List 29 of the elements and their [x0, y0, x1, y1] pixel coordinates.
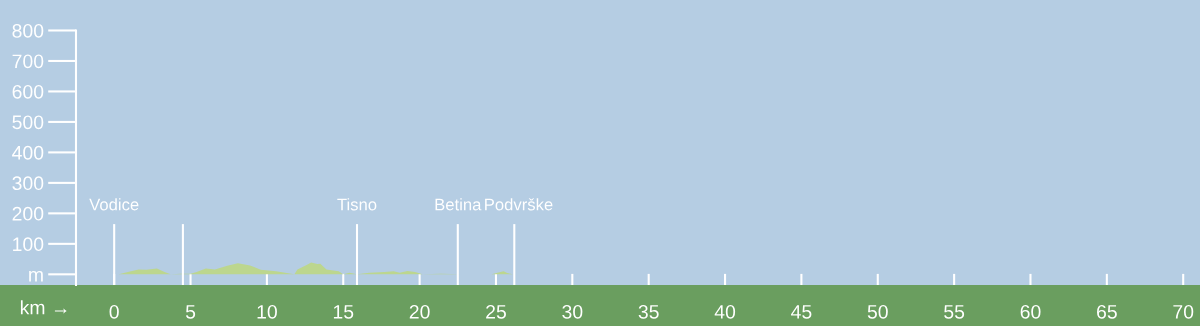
y-tick-label: 400 — [12, 145, 44, 160]
y-tick-label: 200 — [12, 206, 44, 221]
y-tick-label: m — [29, 270, 43, 282]
ref-line-label: Podvrške — [485, 198, 553, 211]
y-tick-label: 300 — [12, 176, 44, 191]
x-tick-label: 0 — [109, 304, 119, 319]
y-tick-label: 600 — [12, 84, 44, 99]
y-tick-label: 500 — [12, 115, 44, 130]
x-tick-label: 45 — [791, 305, 812, 319]
y-tick-label: 800 — [12, 23, 44, 38]
x-tick-label: 60 — [1020, 304, 1041, 319]
ref-line-label: Betina — [435, 198, 482, 211]
x-tick-label: 30 — [562, 304, 583, 319]
x-tick-label: 10 — [257, 304, 277, 319]
x-tick-label: 15 — [333, 305, 354, 319]
x-tick-label: 50 — [867, 304, 888, 319]
x-tick-label: 5 — [185, 305, 196, 319]
x-axis-title: km → — [20, 300, 67, 315]
ref-line-label: Tisno — [337, 198, 377, 211]
x-tick-label: 70 — [1173, 304, 1194, 319]
x-tick-label: 65 — [1097, 304, 1117, 319]
x-tick-label: 25 — [486, 304, 506, 319]
x-tick-label: 35 — [638, 304, 659, 319]
y-tick-label: 700 — [12, 54, 44, 69]
x-tick-label: 20 — [409, 304, 430, 319]
x-tick-label: 55 — [944, 305, 965, 319]
x-tick-label: 40 — [714, 304, 736, 319]
y-tick-label: 100 — [13, 237, 44, 252]
ref-line-label: Vodice — [89, 198, 139, 211]
